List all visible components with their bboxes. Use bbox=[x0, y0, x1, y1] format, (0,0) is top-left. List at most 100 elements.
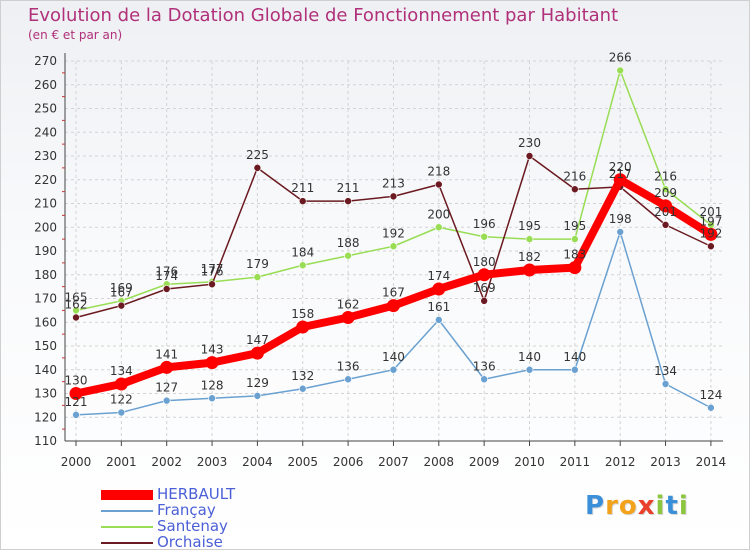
data-label-orchaise-2014: 192 bbox=[699, 226, 722, 240]
legend-label-francay: Françay bbox=[157, 501, 216, 519]
y-tick-label-240: 240 bbox=[34, 125, 57, 139]
y-tick-label-270: 270 bbox=[34, 54, 57, 68]
data-label-herbault-2014: 197 bbox=[699, 214, 722, 228]
data-label-santenay-2004: 179 bbox=[246, 257, 269, 271]
logo-letter-t: t bbox=[665, 491, 679, 521]
data-label-francay-2008: 161 bbox=[427, 300, 450, 314]
y-tick-label-120: 120 bbox=[34, 410, 57, 424]
point-francay-2002 bbox=[162, 396, 171, 405]
data-label-francay-2010: 140 bbox=[518, 350, 541, 364]
point-santenay-2010 bbox=[525, 235, 534, 243]
legend-label-orchaise: Orchaise bbox=[157, 533, 223, 551]
data-label-francay-2005: 132 bbox=[291, 369, 314, 383]
x-tick-label-2012: 2012 bbox=[605, 455, 636, 469]
point-herbault-2012 bbox=[613, 173, 627, 187]
point-orchaise-2006 bbox=[344, 197, 352, 205]
logo-letter-r: r bbox=[605, 491, 619, 521]
logo-letter-p: P bbox=[585, 491, 606, 521]
data-label-orchaise-2005: 211 bbox=[291, 181, 314, 195]
point-herbault-2006 bbox=[341, 311, 355, 324]
point-orchaise-2008 bbox=[434, 180, 443, 189]
data-label-orchaise-2009: 169 bbox=[473, 281, 496, 295]
point-herbault-2003 bbox=[205, 356, 219, 370]
point-herbault-2002 bbox=[160, 360, 174, 374]
legend-label-santenay: Santenay bbox=[157, 517, 228, 535]
data-label-orchaise-2008: 218 bbox=[427, 165, 450, 179]
point-francay-2003 bbox=[208, 394, 216, 403]
data-label-francay-2000: 121 bbox=[65, 395, 88, 409]
point-santenay-2005 bbox=[298, 261, 307, 270]
data-label-santenay-2009: 196 bbox=[473, 217, 496, 231]
data-label-santenay-2007: 192 bbox=[382, 226, 405, 240]
data-label-orchaise-2011: 216 bbox=[563, 169, 586, 183]
point-francay-2012 bbox=[616, 228, 625, 236]
point-francay-2013 bbox=[661, 380, 670, 388]
data-label-orchaise-2002: 174 bbox=[155, 269, 178, 283]
data-label-herbault-2006: 162 bbox=[337, 298, 360, 312]
x-tick-label-2009: 2009 bbox=[469, 455, 500, 469]
point-francay-2007 bbox=[389, 365, 398, 374]
x-tick-label-2006: 2006 bbox=[333, 455, 364, 469]
data-label-francay-2007: 140 bbox=[382, 350, 405, 364]
data-label-santenay-2014: 201 bbox=[699, 205, 722, 219]
data-label-herbault-2009: 180 bbox=[473, 255, 496, 269]
point-orchaise-2013 bbox=[661, 221, 670, 229]
point-herbault-2010 bbox=[523, 263, 536, 277]
data-label-orchaise-2007: 213 bbox=[382, 176, 405, 190]
y-tick-label-220: 220 bbox=[34, 173, 57, 187]
data-label-herbault-2005: 158 bbox=[291, 307, 314, 321]
data-label-herbault-2008: 174 bbox=[427, 269, 450, 283]
legend-item-herbault: HERBAULT bbox=[101, 485, 301, 503]
point-orchaise-2014 bbox=[707, 242, 715, 251]
y-tick-label-170: 170 bbox=[34, 292, 57, 306]
point-herbault-2001 bbox=[114, 377, 128, 391]
point-orchaise-2003 bbox=[208, 280, 216, 289]
point-orchaise-2011 bbox=[571, 185, 579, 194]
legend-swatch-orchaise bbox=[101, 542, 153, 544]
chart-subtitle: (en € et par an) bbox=[28, 28, 123, 42]
data-label-orchaise-2012: 217 bbox=[609, 167, 632, 181]
point-santenay-2013 bbox=[661, 185, 670, 194]
data-label-orchaise-2001: 167 bbox=[110, 286, 133, 300]
data-label-santenay-2011: 195 bbox=[563, 219, 586, 233]
data-label-santenay-2000: 165 bbox=[65, 290, 88, 304]
legend-swatch-herbault bbox=[101, 490, 153, 500]
data-label-santenay-2006: 188 bbox=[337, 236, 360, 250]
point-francay-2004 bbox=[253, 392, 262, 400]
legend-item-santenay: Santenay bbox=[101, 517, 301, 535]
point-francay-2014 bbox=[707, 403, 715, 412]
data-label-herbault-2011: 183 bbox=[563, 248, 586, 262]
data-label-francay-2009: 136 bbox=[473, 359, 496, 373]
point-herbault-2008 bbox=[432, 282, 446, 296]
legend-label-herbault: HERBAULT bbox=[157, 485, 236, 503]
data-label-santenay-2008: 200 bbox=[427, 207, 450, 221]
data-label-herbault-2012: 220 bbox=[609, 160, 632, 174]
data-label-santenay-2010: 195 bbox=[518, 219, 541, 233]
point-orchaise-2001 bbox=[117, 301, 126, 310]
point-herbault-2014 bbox=[704, 227, 718, 241]
data-label-orchaise-2013: 201 bbox=[654, 205, 677, 219]
y-tick-label-210: 210 bbox=[34, 197, 57, 211]
data-label-francay-2002: 127 bbox=[155, 381, 178, 395]
point-herbault-2005 bbox=[296, 320, 310, 334]
point-francay-2010 bbox=[525, 365, 534, 374]
x-tick-label-2013: 2013 bbox=[650, 455, 681, 469]
legend-swatch-santenay bbox=[101, 526, 153, 528]
y-tick-label-130: 130 bbox=[34, 387, 57, 401]
y-tick-label-160: 160 bbox=[34, 315, 57, 329]
logo-letter-o: o bbox=[618, 491, 638, 521]
point-francay-2001 bbox=[117, 408, 126, 417]
data-label-herbault-2001: 134 bbox=[110, 364, 133, 378]
y-tick-label-110: 110 bbox=[34, 434, 57, 448]
point-herbault-2013 bbox=[659, 199, 673, 213]
point-santenay-2004 bbox=[253, 273, 262, 281]
legend-swatch-francay bbox=[101, 510, 153, 512]
x-tick-label-2011: 2011 bbox=[560, 455, 591, 469]
point-francay-2006 bbox=[344, 375, 352, 384]
x-tick-label-2004: 2004 bbox=[242, 455, 273, 469]
x-tick-label-2003: 2003 bbox=[197, 455, 228, 469]
point-orchaise-2000 bbox=[72, 313, 80, 322]
